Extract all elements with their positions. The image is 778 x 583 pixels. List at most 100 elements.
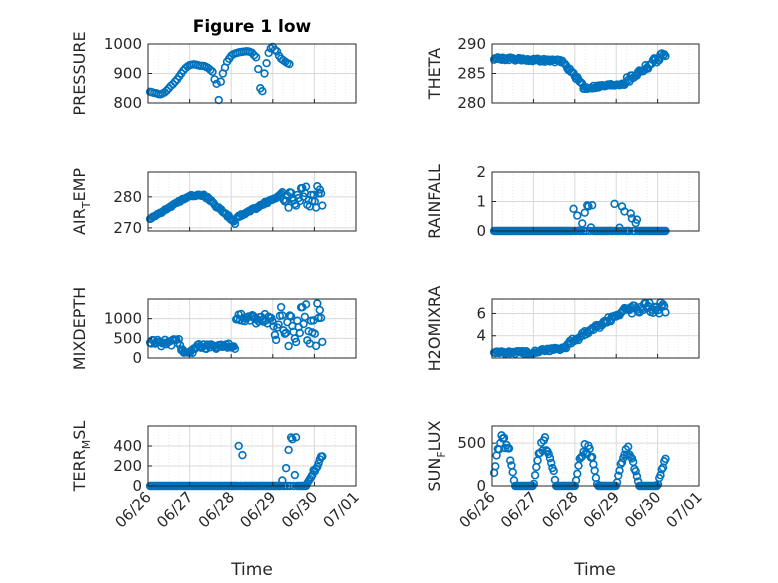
y-axis-label: PRESSURE [70, 31, 89, 115]
y-axis-label: H2OMIXRA [425, 286, 444, 372]
data-point [286, 312, 296, 321]
x-tick-label: 06/30 [621, 488, 664, 531]
y-tick-label: 0 [132, 477, 142, 495]
data-point [318, 452, 327, 461]
data-point [290, 470, 300, 480]
data-point [587, 201, 597, 210]
data-point [271, 335, 281, 345]
subplot-terr_msl: 020040006/2606/2706/2806/2906/3007/01TER… [70, 421, 363, 532]
data-point [249, 51, 259, 60]
data-point [268, 316, 277, 325]
axes-box [491, 425, 700, 487]
data-point [230, 344, 240, 354]
data-point [632, 215, 642, 224]
data-point [545, 453, 555, 463]
y-axis-label: AIRTEMP [70, 168, 93, 235]
data-point [315, 305, 325, 315]
data-point [506, 456, 515, 465]
data-point [632, 472, 642, 481]
y-tick-label: 280 [457, 94, 486, 112]
y-tick-label: 2 [476, 163, 486, 181]
y-tick-label: 200 [113, 457, 142, 475]
x-tick-label: 06/27 [153, 488, 196, 531]
data-point [258, 86, 267, 96]
x-tick-label: 06/29 [236, 488, 279, 531]
y-axis-label: RAINFALL [425, 164, 444, 239]
figure-title: Figure 1 low [193, 17, 312, 37]
subplot-pressure: 800 900 1000 PRESSURE [70, 31, 357, 116]
data-point [661, 308, 670, 317]
y-tick-label: 400 [113, 437, 142, 455]
data-point [284, 445, 293, 455]
data-point [301, 182, 311, 191]
data-point [262, 58, 271, 68]
data-point [316, 189, 326, 198]
data-point [316, 313, 326, 322]
axes-box [147, 425, 357, 487]
data-point [295, 328, 305, 338]
series-markers [145, 42, 294, 105]
subplot-rainfall: 0 1 2 RAINFALL [425, 163, 700, 240]
data-point [247, 48, 257, 58]
data-point [311, 341, 321, 351]
x-tick-label: 06/27 [497, 488, 540, 531]
data-point [508, 468, 517, 477]
data-point [270, 330, 280, 340]
data-point [614, 471, 623, 480]
data-point [269, 322, 278, 331]
data-point [499, 433, 509, 442]
data-point [212, 79, 221, 89]
subplot-theta: 280 285 290 THETA [425, 35, 700, 112]
data-point [641, 299, 650, 308]
y-tick-label: 1000 [104, 35, 142, 53]
series-markers [489, 298, 670, 359]
y-tick-label: 900 [113, 65, 142, 83]
y-tick-label: 1 [476, 193, 486, 211]
x-tick-label: 06/30 [278, 488, 321, 531]
axes-box [491, 298, 700, 359]
data-point [272, 47, 282, 56]
data-point [575, 454, 584, 463]
data-point [251, 53, 261, 62]
axes-box [147, 298, 357, 359]
y-tick-label: 500 [457, 434, 486, 452]
data-point [291, 433, 301, 442]
data-point [281, 463, 291, 473]
x-tick-label: 06/28 [195, 488, 238, 531]
data-point [208, 67, 217, 76]
data-point [274, 320, 283, 329]
data-point [206, 65, 215, 75]
data-point [573, 469, 582, 479]
data-point [580, 208, 589, 217]
y-axis-label: TERRMSL [70, 421, 93, 493]
x-tick-label: 07/01 [663, 488, 706, 531]
data-point [585, 444, 594, 453]
data-point [583, 201, 592, 210]
data-point [540, 433, 550, 442]
data-point [610, 199, 619, 209]
data-point [310, 329, 320, 338]
data-point [631, 467, 640, 476]
data-point [569, 204, 578, 214]
subplot-sun_flux: 050006/2606/2706/2806/2906/3007/01SUNFLU… [425, 420, 706, 531]
data-point [578, 219, 587, 228]
data-point [234, 441, 243, 451]
data-point [661, 454, 670, 464]
data-point [260, 69, 269, 78]
data-point [284, 203, 293, 212]
data-point [661, 51, 670, 61]
data-point [549, 466, 558, 476]
data-point [301, 300, 311, 309]
x-tick-label: 07/01 [320, 488, 363, 531]
data-point [162, 86, 171, 95]
data-point [626, 209, 635, 218]
data-point [175, 341, 185, 350]
series-markers [145, 182, 327, 229]
data-point [216, 77, 226, 86]
data-point [284, 341, 293, 351]
y-tick-label: 1000 [104, 310, 142, 328]
data-point [315, 185, 325, 194]
data-point [624, 442, 633, 451]
